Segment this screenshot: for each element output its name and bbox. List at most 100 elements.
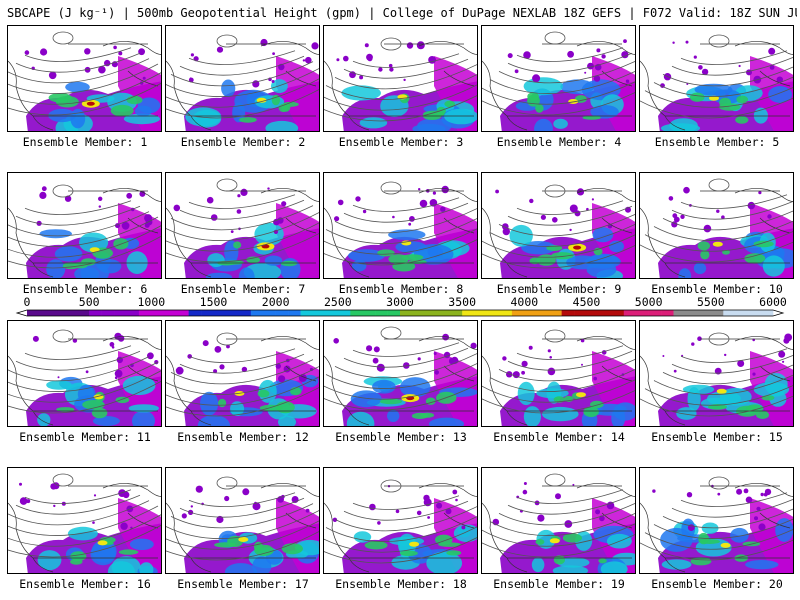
colorbar-segment bbox=[661, 310, 674, 316]
ensemble-member-label: Ensemble Member: 16 bbox=[19, 577, 151, 591]
colorbar-tick-label: 5500 bbox=[696, 295, 725, 309]
ensemble-member-label: Ensemble Member: 3 bbox=[338, 135, 464, 149]
colorbar-segment bbox=[312, 310, 326, 316]
colorbar-segment bbox=[176, 310, 189, 316]
colorbar-segment bbox=[748, 310, 761, 316]
colorbar-segment bbox=[89, 310, 102, 316]
ensemble-map-panel bbox=[7, 25, 162, 132]
colorbar-segment bbox=[325, 310, 339, 316]
ensemble-map-panel bbox=[323, 25, 478, 132]
ensemble-member-label: Ensemble Member: 8 bbox=[338, 282, 464, 296]
colorbar-segment bbox=[51, 310, 65, 316]
ensemble-map-panel bbox=[639, 467, 794, 574]
sbcape-map bbox=[8, 329, 161, 426]
colorbar-segment bbox=[76, 310, 90, 316]
colorbar-segment bbox=[698, 310, 712, 316]
sbcape-map bbox=[482, 184, 635, 278]
colorbar-segment bbox=[151, 310, 165, 316]
colorbar-segment bbox=[586, 310, 600, 316]
sbcape-map bbox=[324, 181, 477, 278]
ensemble-member-label: Ensemble Member: 17 bbox=[177, 577, 309, 591]
sbcape-map bbox=[482, 31, 635, 131]
ensemble-member-label: Ensemble Member: 20 bbox=[651, 577, 783, 591]
colorbar-segment bbox=[449, 310, 463, 316]
colorbar-segment bbox=[673, 310, 687, 316]
colorbar-segment bbox=[648, 310, 662, 316]
sbcape-map bbox=[640, 332, 793, 426]
sbcape-map bbox=[8, 31, 161, 131]
colorbar-segment bbox=[263, 310, 276, 316]
sbcape-map bbox=[166, 34, 319, 131]
colorbar-segment bbox=[101, 310, 115, 316]
colorbar-segment bbox=[288, 310, 301, 316]
ensemble-map-panel bbox=[165, 172, 320, 279]
ensemble-member-label: Ensemble Member: 15 bbox=[651, 430, 783, 444]
sbcape-map bbox=[324, 326, 477, 426]
colorbar-segment bbox=[412, 310, 426, 316]
ensemble-map-panel bbox=[323, 172, 478, 279]
ensemble-map-panel bbox=[481, 320, 636, 427]
colorbar-segment bbox=[511, 310, 525, 316]
ensemble-map-panel bbox=[7, 320, 162, 427]
colorbar-tick-label: 1500 bbox=[199, 295, 228, 309]
ensemble-member-label: Ensemble Member: 18 bbox=[335, 577, 467, 591]
colorbar-segment bbox=[27, 310, 40, 316]
ensemble-map-panel bbox=[7, 467, 162, 574]
colorbar-tick-label: 0 bbox=[23, 295, 31, 309]
ensemble-map-panel bbox=[165, 467, 320, 574]
sbcape-map bbox=[324, 37, 477, 131]
colorbar-segment bbox=[735, 310, 749, 316]
ensemble-member-label: Ensemble Member: 9 bbox=[496, 282, 622, 296]
sbcape-map bbox=[166, 476, 319, 573]
colorbar-segment bbox=[362, 310, 376, 316]
ensemble-member-label: Ensemble Member: 4 bbox=[496, 135, 622, 149]
colorbar-segment bbox=[710, 310, 724, 316]
colorbar-segment bbox=[39, 310, 53, 316]
colorbar-tick-label: 1000 bbox=[137, 295, 166, 309]
colorbar-segment bbox=[213, 310, 227, 316]
ensemble-map-panel bbox=[7, 172, 162, 279]
sbcape-map bbox=[640, 178, 793, 278]
colorbar-segment bbox=[524, 310, 538, 316]
colorbar-segment bbox=[611, 310, 625, 316]
page-title: SBCAPE (J kg⁻¹) | 500mb Geopotential Hei… bbox=[7, 6, 797, 20]
colorbar-segment bbox=[474, 310, 488, 316]
colorbar-segment bbox=[126, 310, 140, 316]
sbcape-map bbox=[482, 473, 635, 573]
colorbar-segment bbox=[238, 310, 252, 316]
colorbar-segment bbox=[387, 310, 401, 316]
colorbar-tick-label: 2500 bbox=[323, 295, 352, 309]
sbcape-map bbox=[166, 332, 319, 426]
sbcape-map bbox=[324, 479, 477, 573]
ensemble-member-label: Ensemble Member: 6 bbox=[22, 282, 148, 296]
colorbar-tick-label: 3000 bbox=[386, 295, 414, 309]
colorbar-segment bbox=[350, 310, 363, 316]
sbcape-map bbox=[640, 476, 793, 573]
sbcape-map bbox=[166, 178, 319, 278]
ensemble-map-panel bbox=[165, 25, 320, 132]
colorbar-segment bbox=[536, 310, 550, 316]
colorbar-tick-label: 4500 bbox=[572, 295, 601, 309]
ensemble-map-panel bbox=[639, 320, 794, 427]
colorbar-segment bbox=[598, 310, 612, 316]
colorbar-segment bbox=[437, 310, 451, 316]
colorbar-segment bbox=[574, 310, 587, 316]
colorbar-segment bbox=[201, 310, 214, 316]
colorbar-segment bbox=[114, 310, 127, 316]
colorbar-segment bbox=[188, 310, 202, 316]
ensemble-member-label: Ensemble Member: 12 bbox=[177, 430, 309, 444]
ensemble-map-panel bbox=[639, 172, 794, 279]
colorbar-tick-label: 500 bbox=[78, 295, 100, 309]
colorbar-segment bbox=[300, 310, 314, 316]
sbcape-map bbox=[482, 329, 635, 426]
colorbar-segment bbox=[685, 310, 699, 316]
ensemble-member-label: Ensemble Member: 1 bbox=[22, 135, 148, 149]
ensemble-map-panel bbox=[481, 467, 636, 574]
colorbar-segment bbox=[561, 310, 575, 316]
colorbar-segment bbox=[400, 310, 413, 316]
colorbar-segment bbox=[636, 310, 649, 316]
ensemble-map-panel bbox=[323, 320, 478, 427]
colorbar-segment bbox=[250, 310, 264, 316]
ensemble-member-label: Ensemble Member: 10 bbox=[651, 282, 783, 296]
